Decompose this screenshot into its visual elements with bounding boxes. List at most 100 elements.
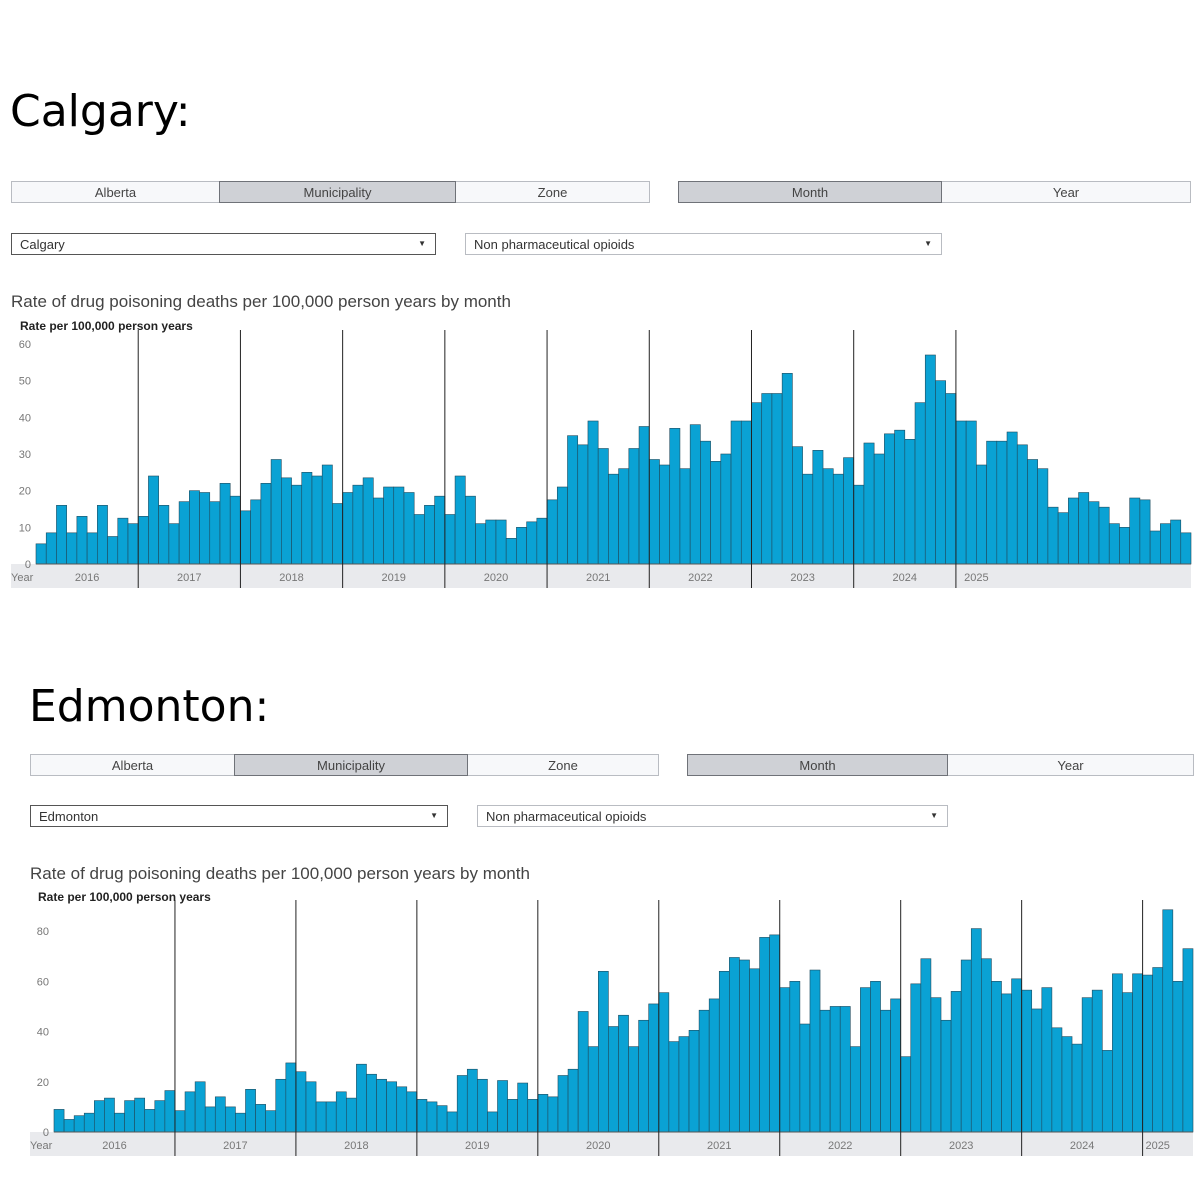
bar <box>839 1006 851 1133</box>
bar <box>393 486 405 565</box>
bar <box>104 1097 115 1133</box>
bar <box>396 1086 408 1133</box>
bar <box>63 1119 75 1133</box>
bar <box>1139 499 1151 565</box>
tab-year[interactable]: Year <box>941 181 1191 203</box>
tab-month[interactable]: Month <box>678 181 942 203</box>
bar <box>1149 530 1161 565</box>
bar <box>536 517 548 565</box>
bar <box>1021 989 1033 1133</box>
bar <box>970 928 982 1133</box>
tab-municipality[interactable]: Municipality <box>234 754 468 776</box>
bar <box>466 1068 478 1133</box>
bar <box>618 1014 629 1133</box>
bar <box>1162 909 1174 1133</box>
bar <box>567 1068 579 1133</box>
bar <box>700 440 711 565</box>
bar <box>812 450 824 565</box>
bar <box>137 516 149 565</box>
substance-select[interactable]: Non pharmaceutical opioids ▼ <box>465 233 942 255</box>
bar <box>485 519 497 565</box>
tab-alberta[interactable]: Alberta <box>30 754 235 776</box>
x-tick-label: 2022 <box>688 572 712 584</box>
bar <box>1031 1008 1043 1133</box>
bar <box>976 464 987 565</box>
bar <box>342 492 354 565</box>
bar <box>1101 1050 1113 1133</box>
bar <box>991 981 1002 1133</box>
bar <box>66 532 78 565</box>
tab-month[interactable]: Month <box>687 754 948 776</box>
bar <box>1182 948 1194 1133</box>
bar <box>1132 973 1143 1133</box>
bar <box>225 1106 236 1133</box>
x-tick-label: 2019 <box>381 572 405 584</box>
location-select-value: Calgary <box>20 236 65 252</box>
bar <box>495 519 507 565</box>
bar <box>356 1063 367 1133</box>
bar <box>117 517 129 565</box>
bar <box>315 1101 327 1133</box>
bar <box>890 998 901 1133</box>
bar <box>1027 459 1038 565</box>
bar <box>1006 431 1018 565</box>
bar <box>802 473 814 565</box>
bar <box>960 959 972 1133</box>
tab-year[interactable]: Year <box>947 754 1194 776</box>
bar <box>648 459 660 565</box>
period-toggle: Month Year <box>678 181 1191 203</box>
bar <box>229 495 241 565</box>
bar <box>434 495 446 565</box>
bar <box>321 464 333 565</box>
bar <box>199 492 211 565</box>
bar <box>1037 468 1049 565</box>
bar <box>386 1081 398 1133</box>
x-tick-label: 2018 <box>344 1140 368 1152</box>
x-tick-label: 2021 <box>586 572 610 584</box>
y-tick-label: 50 <box>19 376 31 388</box>
bar <box>945 393 957 565</box>
bar <box>771 393 783 565</box>
bar <box>759 937 770 1133</box>
chart-title: Rate of drug poisoning deaths per 100,00… <box>30 864 530 883</box>
bar <box>659 464 671 565</box>
bar <box>487 1111 498 1133</box>
bar <box>955 420 967 565</box>
bar <box>446 1111 458 1133</box>
bar <box>608 473 619 565</box>
bar <box>295 1071 307 1133</box>
tab-municipality[interactable]: Municipality <box>219 181 456 203</box>
bar <box>158 505 170 565</box>
bar <box>424 505 435 565</box>
bar <box>235 1112 246 1133</box>
bar-chart: 0 20 40 60 80 2016 2017 2018 2019 2020 2021 2022 202… <box>30 900 1194 1156</box>
bar <box>678 1036 690 1133</box>
bar <box>669 428 681 565</box>
bar <box>527 1099 539 1133</box>
tab-alberta[interactable]: Alberta <box>11 181 220 203</box>
bar <box>144 1109 156 1133</box>
bar <box>986 440 998 565</box>
bar <box>730 420 742 565</box>
bar <box>475 523 487 565</box>
location-select-value: Edmonton <box>39 808 99 824</box>
substance-select-value: Non pharmaceutical opioids <box>474 236 635 252</box>
x-tick-label: 2024 <box>1070 1140 1094 1152</box>
bar <box>1088 501 1100 565</box>
bar <box>718 970 730 1133</box>
bar <box>873 453 885 565</box>
bar <box>265 1110 277 1133</box>
bar <box>920 958 932 1133</box>
location-select[interactable]: Edmonton ▼ <box>30 805 448 827</box>
substance-select[interactable]: Non pharmaceutical opioids ▼ <box>477 805 948 827</box>
tab-zone[interactable]: Zone <box>467 754 659 776</box>
tab-zone[interactable]: Zone <box>455 181 650 203</box>
location-select[interactable]: Calgary ▼ <box>11 233 436 255</box>
bar <box>305 1081 317 1133</box>
bar <box>1061 1036 1073 1133</box>
bar <box>219 483 231 565</box>
bar <box>1142 974 1153 1133</box>
bar <box>311 475 323 565</box>
bar <box>587 1046 599 1133</box>
bar <box>1112 973 1123 1133</box>
